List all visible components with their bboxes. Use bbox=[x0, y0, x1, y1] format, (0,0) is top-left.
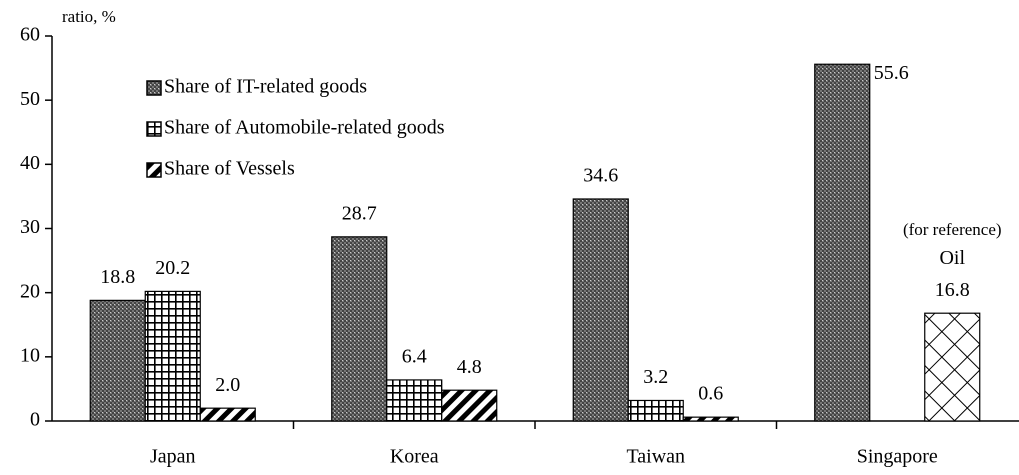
y-tick-label: 20 bbox=[20, 280, 40, 302]
legend-label: Share of IT-related goods bbox=[164, 76, 367, 98]
value-label: 18.8 bbox=[100, 266, 135, 288]
y-tick-label: 60 bbox=[20, 24, 40, 46]
bar bbox=[386, 379, 443, 422]
y-tick-label: 40 bbox=[20, 152, 40, 174]
bar bbox=[572, 198, 629, 422]
bar bbox=[144, 290, 201, 422]
value-label: 16.8 bbox=[935, 279, 970, 301]
value-label: 6.4 bbox=[402, 346, 427, 368]
y-tick-label: 0 bbox=[30, 409, 40, 431]
x-tick-label: Singapore bbox=[857, 446, 938, 468]
value-label: 0.6 bbox=[698, 383, 723, 405]
value-label: 20.2 bbox=[155, 257, 190, 279]
bar bbox=[199, 407, 256, 422]
series-name: Oil bbox=[939, 247, 965, 269]
bar bbox=[924, 312, 981, 422]
y-tick-label: 10 bbox=[20, 344, 40, 366]
value-label: 55.6 bbox=[874, 62, 909, 84]
legend-swatch bbox=[146, 80, 162, 96]
legend-label: Share of Vessels bbox=[164, 158, 295, 180]
y-tick-label: 30 bbox=[20, 216, 40, 238]
y-tick-label: 50 bbox=[20, 88, 40, 110]
bar bbox=[331, 236, 388, 422]
bar bbox=[441, 389, 498, 422]
x-tick-label: Korea bbox=[390, 446, 439, 468]
bar bbox=[627, 399, 684, 422]
value-label: 4.8 bbox=[457, 356, 482, 378]
legend-swatch bbox=[146, 162, 162, 178]
bar bbox=[814, 63, 871, 422]
annotation: (for reference) bbox=[903, 220, 1002, 239]
value-label: 2.0 bbox=[215, 374, 240, 396]
legend-label: Share of Automobile-related goods bbox=[164, 117, 445, 139]
axis-label: ratio, % bbox=[62, 7, 116, 26]
value-label: 34.6 bbox=[583, 165, 618, 187]
value-label: 3.2 bbox=[643, 366, 668, 388]
x-tick-label: Taiwan bbox=[626, 446, 685, 468]
x-tick-label: Japan bbox=[150, 446, 196, 468]
bar bbox=[89, 299, 146, 422]
legend-swatch bbox=[146, 121, 162, 137]
bar bbox=[682, 416, 739, 422]
value-label: 28.7 bbox=[342, 202, 377, 224]
